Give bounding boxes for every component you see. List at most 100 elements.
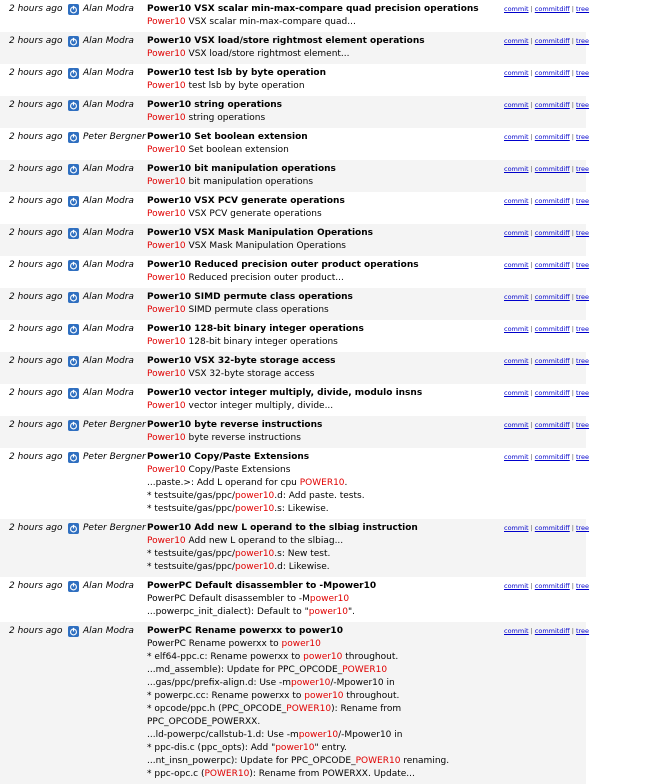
separator: | <box>571 37 574 45</box>
link[interactable]: tree <box>575 293 590 301</box>
link[interactable]: commitdiff <box>534 524 570 532</box>
link[interactable]: tree <box>575 453 590 461</box>
link[interactable]: tree <box>575 5 590 13</box>
match-line: Power10 Copy/Paste Extensions <box>147 464 504 477</box>
link[interactable]: commitdiff <box>534 229 570 237</box>
commit-title[interactable]: PowerPC Default disassembler to -Mpower1… <box>147 581 377 591</box>
link[interactable]: commit <box>504 133 529 141</box>
link[interactable]: commitdiff <box>534 389 570 397</box>
link[interactable]: tree <box>575 627 590 635</box>
link[interactable]: commit <box>504 37 529 45</box>
match-line: PowerPC Default disassembler to -Mpower1… <box>147 593 504 606</box>
author-name[interactable]: Peter Bergner <box>83 132 146 142</box>
commit-title[interactable]: Power10 VSX PCV generate operations <box>147 196 345 206</box>
author-name[interactable]: Peter Bergner <box>83 420 146 430</box>
commit-title[interactable]: Power10 VSX 32-byte storage access <box>147 356 336 366</box>
author-name[interactable]: Alan Modra <box>83 196 134 206</box>
commit-title[interactable]: Power10 SIMD permute class operations <box>147 292 353 302</box>
link[interactable]: commitdiff <box>534 582 570 590</box>
link[interactable]: commit <box>504 229 529 237</box>
link[interactable]: tree <box>575 261 590 269</box>
commit-title[interactable]: Power10 Reduced precision outer product … <box>147 260 419 270</box>
link[interactable]: commit <box>504 69 529 77</box>
link[interactable]: commit <box>504 582 529 590</box>
link[interactable]: commit <box>504 389 529 397</box>
commit-title[interactable]: Power10 string operations <box>147 100 283 110</box>
match: Power10 <box>147 536 186 546</box>
link[interactable]: commit <box>504 357 529 365</box>
link[interactable]: commit <box>504 165 529 173</box>
link[interactable]: tree <box>575 197 590 205</box>
link[interactable]: commitdiff <box>534 453 570 461</box>
link[interactable]: commit <box>504 421 529 429</box>
link[interactable]: commit <box>504 101 529 109</box>
commit-title[interactable]: Power10 Copy/Paste Extensions <box>147 452 310 462</box>
commit-title[interactable]: Power10 test lsb by byte operation <box>147 68 327 78</box>
link[interactable]: commitdiff <box>534 5 570 13</box>
link[interactable]: commitdiff <box>534 421 570 429</box>
link[interactable]: commit <box>504 293 529 301</box>
link[interactable]: tree <box>575 101 590 109</box>
link[interactable]: commitdiff <box>534 69 570 77</box>
author-name[interactable]: Alan Modra <box>83 581 134 591</box>
author-name[interactable]: Alan Modra <box>83 292 134 302</box>
text: throughout. <box>343 691 400 701</box>
link[interactable]: commitdiff <box>534 165 570 173</box>
commit-title[interactable]: Power10 VSX scalar min-max-compare quad … <box>147 4 479 14</box>
link[interactable]: commit <box>504 261 529 269</box>
link[interactable]: commit <box>504 325 529 333</box>
author-name[interactable]: Alan Modra <box>83 626 134 636</box>
author-name[interactable]: Alan Modra <box>83 388 134 398</box>
link[interactable]: commit <box>504 453 529 461</box>
link[interactable]: tree <box>575 37 590 45</box>
link[interactable]: commit <box>504 197 529 205</box>
link[interactable]: tree <box>575 229 590 237</box>
link[interactable]: commit <box>504 5 529 13</box>
author-name[interactable]: Peter Bergner <box>83 452 146 462</box>
link[interactable]: tree <box>575 524 590 532</box>
author-name[interactable]: Peter Bergner <box>83 523 146 533</box>
author-name[interactable]: Alan Modra <box>83 324 134 334</box>
commit-body: Power10 vector integer multiply, divide,… <box>147 387 504 416</box>
author-name[interactable]: Alan Modra <box>83 100 134 110</box>
link[interactable]: commitdiff <box>534 261 570 269</box>
link[interactable]: commitdiff <box>534 357 570 365</box>
commit-title[interactable]: Power10 VSX Mask Manipulation Operations <box>147 228 374 238</box>
link[interactable]: tree <box>575 389 590 397</box>
commit-title[interactable]: Power10 VSX load/store rightmost element… <box>147 36 425 46</box>
link[interactable]: tree <box>575 69 590 77</box>
commit-title[interactable]: Power10 Set boolean extension <box>147 132 308 142</box>
link[interactable]: commitdiff <box>534 293 570 301</box>
author-name[interactable]: Alan Modra <box>83 68 134 78</box>
commit-title[interactable]: Power10 bit manipulation operations <box>147 164 336 174</box>
link[interactable]: tree <box>575 325 590 333</box>
link[interactable]: tree <box>575 165 590 173</box>
author-name[interactable]: Alan Modra <box>83 36 134 46</box>
text: VSX PCV generate operations <box>185 209 322 219</box>
commit-body: PowerPC Rename powerxx to power10 PowerPC… <box>147 625 504 784</box>
link[interactable]: tree <box>575 582 590 590</box>
commit-title[interactable]: Power10 128-bit binary integer operation… <box>147 324 364 334</box>
author-name[interactable]: Alan Modra <box>83 4 134 14</box>
link[interactable]: commitdiff <box>534 101 570 109</box>
author-name[interactable]: Alan Modra <box>83 228 134 238</box>
commit-title[interactable]: Power10 Add new L operand to the slbiag … <box>147 523 418 533</box>
link[interactable]: tree <box>575 357 590 365</box>
author-name[interactable]: Alan Modra <box>83 260 134 270</box>
link[interactable]: commitdiff <box>534 37 570 45</box>
commit-title[interactable]: PowerPC Rename powerxx to power10 <box>147 626 343 636</box>
link[interactable]: commit <box>504 524 529 532</box>
match-line: ...paste.>: Add L operand for cpu POWER1… <box>147 477 504 490</box>
link[interactable]: commitdiff <box>534 325 570 333</box>
link[interactable]: commit <box>504 627 529 635</box>
link[interactable]: commitdiff <box>534 133 570 141</box>
commit-title[interactable]: Power10 byte reverse instructions <box>147 420 323 430</box>
link[interactable]: commitdiff <box>534 197 570 205</box>
author-name[interactable]: Alan Modra <box>83 356 134 366</box>
link[interactable]: tree <box>575 133 590 141</box>
link[interactable]: tree <box>575 421 590 429</box>
separator: | <box>571 627 574 635</box>
commit-title[interactable]: Power10 vector integer multiply, divide,… <box>147 388 423 398</box>
link[interactable]: commitdiff <box>534 627 570 635</box>
author-name[interactable]: Alan Modra <box>83 164 134 174</box>
